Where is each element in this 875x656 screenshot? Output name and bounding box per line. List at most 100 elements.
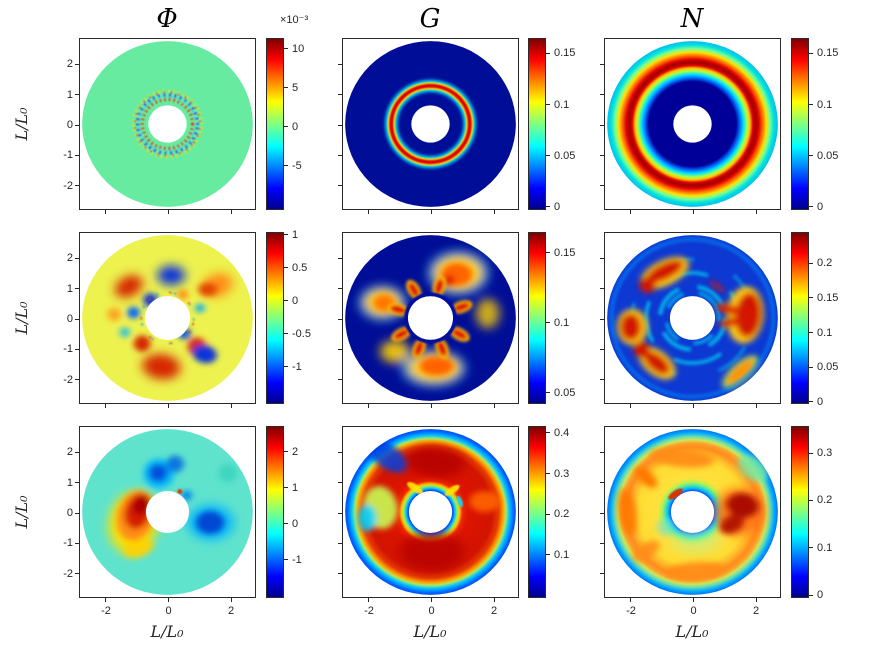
colorbar-tick-mark bbox=[546, 52, 550, 54]
y-tick-label: -1 bbox=[63, 537, 73, 550]
y-tick-label: -1 bbox=[63, 149, 73, 162]
colorbar-tick-mark bbox=[546, 554, 550, 556]
x-tick-mark bbox=[693, 210, 694, 214]
heatmap-phi-row2 bbox=[82, 235, 253, 401]
colorbar-gradient bbox=[528, 38, 546, 210]
y-tick-mark bbox=[75, 573, 79, 575]
x-tick-mark bbox=[105, 210, 107, 214]
heatmap-n-row2 bbox=[607, 235, 778, 401]
y-tick-mark bbox=[75, 154, 79, 156]
colorbar-tick-mark bbox=[809, 206, 813, 208]
colorbar-gradient bbox=[791, 426, 809, 598]
colorbar-tick-mark bbox=[284, 300, 288, 302]
colorbar-tick-mark bbox=[546, 206, 550, 208]
y-tick-mark bbox=[75, 124, 79, 126]
colorbar-tick-mark bbox=[284, 48, 288, 50]
colorbar-tick-mark bbox=[809, 401, 813, 403]
x-axis-label-col2: L/L₀ bbox=[413, 622, 447, 641]
y-tick-mark bbox=[338, 63, 342, 65]
colorbar-tick-label: 0.05 bbox=[817, 149, 839, 162]
colorbar-gradient bbox=[528, 232, 546, 404]
colorbar-tick-label: 5 bbox=[292, 81, 299, 94]
y-tick-label: 1 bbox=[66, 476, 73, 489]
panel-n-row1 bbox=[600, 38, 781, 214]
y-tick-mark bbox=[75, 512, 79, 514]
x-tick-label: 0 bbox=[690, 605, 697, 617]
colorbar-tick-mark bbox=[284, 333, 288, 335]
y-tick-mark bbox=[338, 94, 342, 96]
x-tick-label: -2 bbox=[364, 605, 374, 617]
y-tick-label: 1 bbox=[66, 88, 73, 101]
colorbar-g-row1: 0.15 0.1 0.05 0 bbox=[528, 38, 575, 213]
colorbar-tick-label: -1 bbox=[292, 360, 302, 373]
x-tick-mark bbox=[755, 598, 757, 602]
x-tick-mark bbox=[230, 598, 232, 602]
colorbar-tick-mark bbox=[809, 262, 813, 264]
y-tick-mark bbox=[338, 124, 342, 126]
colorbar-tick-label: -0.5 bbox=[292, 327, 311, 340]
colorbar-tick-label: 0.1 bbox=[554, 98, 570, 111]
y-tick-mark bbox=[600, 573, 604, 575]
y-tick-mark bbox=[338, 288, 342, 290]
y-tick-label: -1 bbox=[63, 343, 73, 356]
colorbar-tick-label: 0.15 bbox=[554, 246, 576, 259]
y-tick-mark bbox=[338, 348, 342, 350]
colorbar-tick-label: 0.1 bbox=[817, 326, 833, 339]
x-tick-mark bbox=[630, 210, 632, 214]
x-tick-mark bbox=[168, 598, 169, 602]
colorbar-tick-label: 0 bbox=[292, 517, 299, 530]
colorbar-tick-label: 0.3 bbox=[554, 467, 570, 480]
colorbar-tick-mark bbox=[809, 499, 813, 501]
panel-phi-row1: 2 1 0 -1 -2 bbox=[63, 38, 256, 214]
heatmap-g-row1 bbox=[345, 41, 516, 207]
colorbar-tick-label: 2 bbox=[292, 445, 299, 458]
heatmap-g-row3 bbox=[345, 429, 516, 595]
x-tick-label: 2 bbox=[490, 605, 498, 617]
y-tick-mark bbox=[600, 63, 604, 65]
colorbar-g-row2: 0.15 0.1 0.05 bbox=[528, 232, 575, 404]
y-tick-mark bbox=[75, 318, 79, 320]
colorbar-phi-row2: 1 0.5 0 -0.5 -1 bbox=[266, 229, 311, 404]
colorbar-tick-label: 0.2 bbox=[817, 257, 833, 270]
y-tick-mark bbox=[338, 542, 342, 544]
colorbar-tick-mark bbox=[809, 332, 813, 334]
y-tick-label: 2 bbox=[66, 58, 73, 71]
colorbar-tick-label: 1 bbox=[292, 228, 299, 241]
y-tick-mark bbox=[338, 318, 342, 320]
y-tick-mark bbox=[75, 379, 79, 381]
colorbar-gradient bbox=[266, 232, 284, 404]
colorbar-n-row3: 0.3 0.2 0.1 0 bbox=[791, 426, 832, 601]
colorbar-tick-label: 0.15 bbox=[817, 47, 839, 60]
y-tick-mark bbox=[600, 451, 604, 453]
colorbar-tick-mark bbox=[546, 155, 550, 157]
colorbar-tick-label: 0.1 bbox=[817, 98, 833, 111]
colorbar-tick-label: -5 bbox=[292, 159, 302, 172]
colorbar-tick-label: 10 bbox=[292, 42, 305, 55]
y-tick-mark bbox=[600, 482, 604, 484]
colorbar-tick-mark bbox=[546, 392, 550, 394]
heatmap-phi-row1 bbox=[82, 41, 253, 207]
x-tick-mark bbox=[368, 598, 370, 602]
colorbar-tick-mark bbox=[546, 473, 550, 475]
x-tick-mark bbox=[755, 404, 757, 408]
panel-g-row3: -2 0 2 bbox=[338, 426, 519, 617]
colorbar-tick-label: 0.05 bbox=[817, 361, 839, 374]
colorbar-tick-label: 0.2 bbox=[554, 508, 570, 521]
panel-phi-row2: 2 1 0 -1 -2 bbox=[63, 232, 256, 408]
y-tick-mark bbox=[338, 482, 342, 484]
colorbar-tick-label: -1 bbox=[292, 553, 302, 566]
x-tick-mark bbox=[630, 404, 632, 408]
x-tick-mark bbox=[368, 210, 370, 214]
colorbar-tick-mark bbox=[284, 523, 288, 525]
heatmap-n-row3 bbox=[607, 429, 778, 595]
colorbar-tick-label: 0.15 bbox=[817, 291, 839, 304]
x-tick-mark bbox=[230, 404, 232, 408]
colorbar-tick-mark bbox=[284, 87, 288, 89]
y-tick-mark bbox=[75, 185, 79, 187]
x-tick-mark bbox=[168, 404, 169, 408]
colorbar-tick-mark bbox=[546, 104, 550, 106]
x-tick-mark bbox=[493, 210, 495, 214]
colorbar-tick-label: 0 bbox=[554, 200, 561, 213]
title-n: N bbox=[680, 4, 704, 34]
y-tick-mark bbox=[338, 573, 342, 575]
